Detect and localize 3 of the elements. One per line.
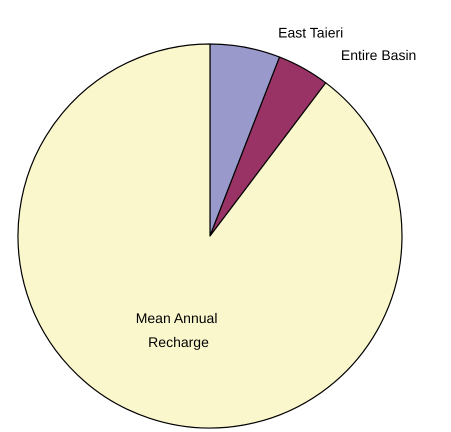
slice-label: Entire Basin	[340, 47, 416, 64]
slice-label: Mean Annual Recharge	[136, 310, 222, 350]
slice-label: East Taieri	[278, 24, 344, 41]
